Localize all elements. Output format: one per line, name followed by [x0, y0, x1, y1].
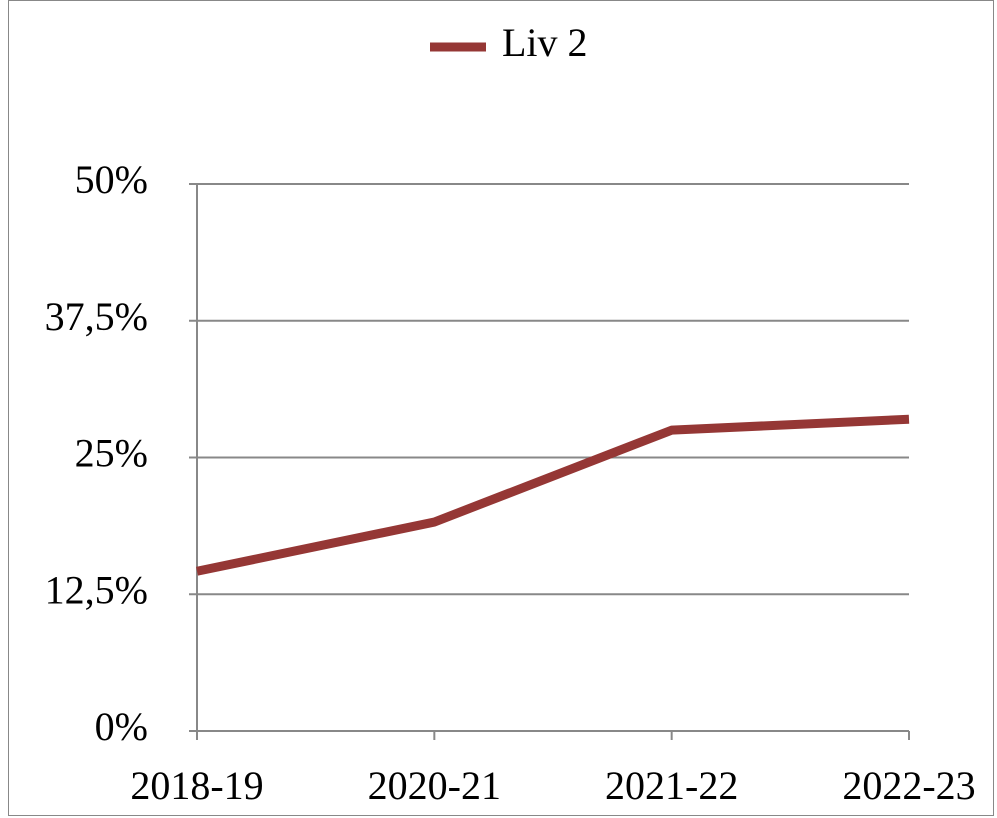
x-tick-label: 2022-23 [842, 763, 975, 808]
y-tick-label: 0% [95, 704, 148, 749]
chart-frame [8, 0, 994, 816]
x-tick-label: 2018-19 [130, 763, 263, 808]
y-tick-label: 50% [75, 157, 148, 202]
x-tick-label: 2020-21 [368, 763, 501, 808]
x-tick-label: 2021-22 [605, 763, 738, 808]
y-tick-label: 25% [75, 431, 148, 476]
line-series [196, 414, 910, 576]
y-tick-label: 12,5% [45, 567, 148, 612]
legend-label: Liv 2 [502, 20, 588, 65]
y-tick-label: 37,5% [45, 294, 148, 339]
